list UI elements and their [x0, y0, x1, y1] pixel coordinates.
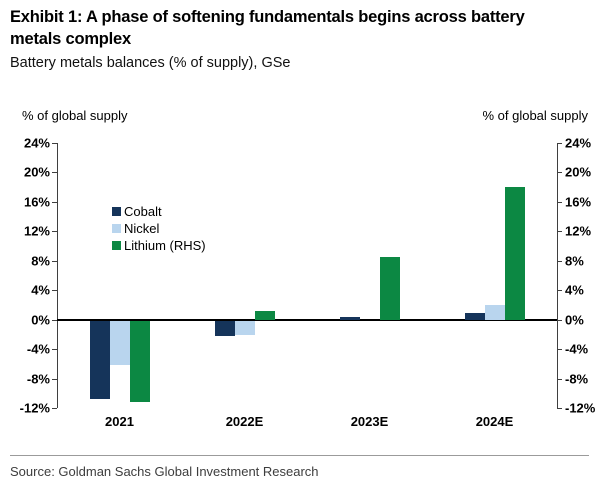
- right-axis-tick: [557, 143, 562, 144]
- legend-item: Cobalt: [112, 203, 206, 220]
- bar-cobalt-2023e: [339, 317, 360, 320]
- right-axis-tick: [557, 290, 562, 292]
- category-label: 2022E: [225, 414, 264, 429]
- legend-swatch-icon: [112, 224, 121, 233]
- right-axis-tick-label: -8%: [565, 371, 589, 387]
- left-axis-tick: [52, 143, 57, 144]
- legend-label: Cobalt: [124, 204, 162, 219]
- left-axis-tick: [52, 231, 57, 233]
- bar-lithium-rhs-2022e: [254, 310, 275, 320]
- legend-swatch-icon: [112, 207, 121, 216]
- right-axis-tick: [557, 260, 562, 262]
- right-axis-tick: [557, 378, 562, 380]
- left-axis-tick-label: 16%: [23, 194, 50, 210]
- right-axis-tick: [557, 408, 562, 409]
- right-axis-title: % of global supply: [482, 108, 588, 123]
- right-axis-tick: [557, 349, 562, 351]
- bar-nickel-2021: [109, 320, 130, 365]
- category-label: 2024E: [475, 414, 514, 429]
- source-line: Source: Goldman Sachs Global Investment …: [10, 464, 319, 479]
- left-axis-tick: [52, 378, 57, 380]
- bar-lithium-rhs-2021: [129, 320, 150, 402]
- right-axis-tick: [557, 319, 562, 321]
- right-axis-line: [557, 143, 558, 408]
- left-axis-tick-label: -4%: [26, 341, 50, 357]
- right-axis-tick-label: 0%: [565, 312, 584, 328]
- legend-label: Lithium (RHS): [124, 238, 206, 253]
- legend-item: Nickel: [112, 220, 206, 237]
- right-axis-tick: [557, 201, 562, 203]
- exhibit-title: Exhibit 1: A phase of softening fundamen…: [10, 8, 525, 48]
- left-axis-tick-label: -8%: [26, 371, 50, 387]
- left-axis-tick: [52, 349, 57, 351]
- bar-nickel-2022e: [234, 320, 255, 336]
- bar-cobalt-2021: [89, 320, 110, 400]
- left-axis-line: [57, 143, 58, 408]
- left-axis-tick-label: 20%: [23, 164, 50, 180]
- footer-divider: [10, 455, 589, 456]
- left-axis-tick-label: 0%: [31, 312, 50, 328]
- legend-label: Nickel: [124, 221, 160, 236]
- bar-cobalt-2024e: [464, 313, 485, 320]
- zero-line: [57, 319, 557, 321]
- right-axis-tick-label: 16%: [565, 194, 592, 210]
- bar-lithium-rhs-2023e: [379, 257, 400, 320]
- right-axis-tick: [557, 172, 562, 174]
- chart-legend: Cobalt Nickel Lithium (RHS): [112, 203, 206, 254]
- left-axis-tick-label: 4%: [31, 282, 50, 298]
- right-axis-tick: [557, 231, 562, 233]
- left-axis-tick-label: -12%: [19, 400, 50, 416]
- legend-swatch-icon: [112, 241, 121, 250]
- left-axis-tick-label: 12%: [23, 223, 50, 239]
- left-axis-tick-label: 24%: [23, 135, 50, 151]
- bar-nickel-2024e: [484, 304, 505, 320]
- left-axis-title: % of global supply: [22, 108, 128, 123]
- right-axis-tick-label: 20%: [565, 164, 592, 180]
- bar-lithium-rhs-2024e: [504, 187, 525, 320]
- left-axis-tick: [52, 408, 57, 409]
- right-axis-tick-label: 12%: [565, 223, 592, 239]
- legend-item: Lithium (RHS): [112, 237, 206, 254]
- left-axis-tick-label: 8%: [31, 253, 50, 269]
- right-axis-tick-label: 8%: [565, 253, 584, 269]
- left-axis-tick: [52, 201, 57, 203]
- left-axis-tick: [52, 172, 57, 174]
- exhibit-subtitle: Battery metals balances (% of supply), G…: [10, 55, 291, 71]
- left-axis-tick: [52, 290, 57, 292]
- left-axis-tick: [52, 319, 57, 321]
- right-axis-tick-label: 4%: [565, 282, 584, 298]
- category-label: 2021: [105, 414, 134, 429]
- right-axis-tick-label: -4%: [565, 341, 589, 357]
- left-axis-tick: [52, 260, 57, 262]
- right-axis-tick-label: -12%: [565, 400, 596, 416]
- bar-cobalt-2022e: [214, 320, 235, 337]
- category-label: 2023E: [350, 414, 389, 429]
- right-axis-tick-label: 24%: [565, 135, 592, 151]
